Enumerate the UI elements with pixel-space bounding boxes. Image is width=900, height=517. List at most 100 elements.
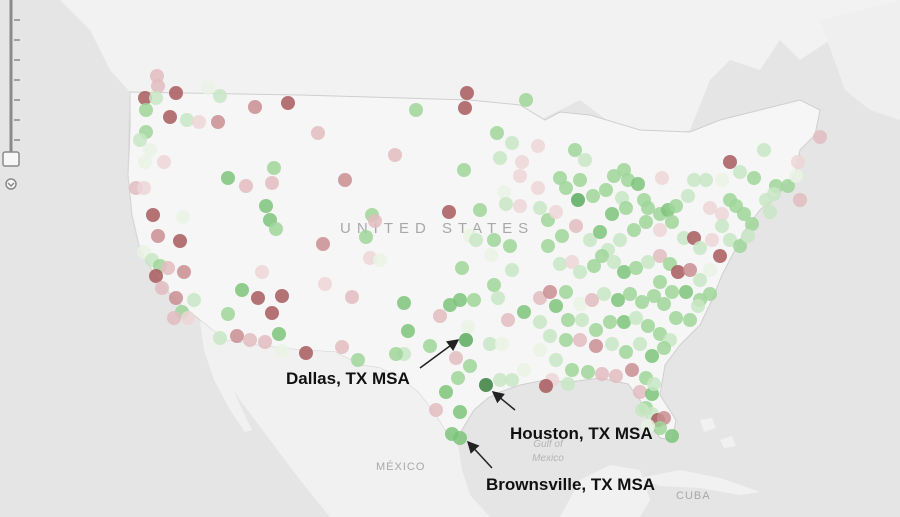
msa-dot[interactable] [589,323,603,337]
msa-dot[interactable] [463,359,477,373]
msa-dot[interactable] [633,385,647,399]
msa-dot[interactable] [397,296,411,310]
msa-dot[interactable] [173,234,187,248]
msa-dot[interactable] [493,373,507,387]
msa-dot[interactable] [483,337,497,351]
msa-dot[interactable] [487,233,501,247]
msa-dot[interactable] [149,91,163,105]
msa-dot[interactable] [647,377,661,391]
msa-dot[interactable] [543,285,557,299]
msa-dot[interactable] [473,203,487,217]
msa-dot[interactable] [138,155,152,169]
msa-dot[interactable] [495,337,509,351]
msa-dot[interactable] [631,177,645,191]
msa-dot[interactable] [543,329,557,343]
msa-dot[interactable] [505,263,519,277]
msa-dot[interactable] [513,199,527,213]
msa-dot[interactable] [505,136,519,150]
msa-dot[interactable] [561,313,575,327]
msa-dot[interactable] [513,169,527,183]
msa-dot[interactable] [151,229,165,243]
msa-dot[interactable] [611,293,625,307]
msa-dot[interactable] [665,429,679,443]
msa-dot[interactable] [151,79,165,93]
msa-dot[interactable] [767,187,781,201]
msa-dot[interactable] [693,241,707,255]
msa-dot[interactable] [703,287,717,301]
msa-dot[interactable] [318,277,332,291]
msa-dot[interactable] [613,233,627,247]
msa-dot[interactable] [235,283,249,297]
msa-dot[interactable] [669,199,683,213]
msa-dot[interactable] [169,86,183,100]
msa-dot[interactable] [533,315,547,329]
msa-dot[interactable] [221,307,235,321]
msa-dot[interactable] [499,197,513,211]
msa-dot[interactable] [239,179,253,193]
msa-dot[interactable] [531,181,545,195]
msa-dot[interactable] [561,377,575,391]
msa-dot[interactable] [595,367,609,381]
msa-dot[interactable] [629,311,643,325]
msa-dot[interactable] [442,205,456,219]
msa-dot[interactable] [517,363,531,377]
msa-dot[interactable] [693,273,707,287]
msa-dot[interactable] [137,181,151,195]
msa-dot[interactable] [461,320,475,334]
msa-dot[interactable] [373,253,387,267]
msa-dot[interactable] [605,337,619,351]
msa-dot[interactable] [549,205,563,219]
msa-dot[interactable] [251,291,265,305]
msa-dot[interactable] [617,265,631,279]
msa-dot[interactable] [641,201,655,215]
msa-dot[interactable] [573,297,587,311]
msa-dot[interactable] [593,225,607,239]
msa-dot[interactable] [211,115,225,129]
msa-dot[interactable] [549,299,563,313]
msa-dot[interactable] [653,249,667,263]
msa-dot[interactable] [539,379,553,393]
msa-dot[interactable] [757,143,771,157]
msa-dot[interactable] [443,298,457,312]
msa-dot[interactable] [559,285,573,299]
msa-dot[interactable] [259,199,273,213]
msa-dot[interactable] [429,403,443,417]
msa-dot[interactable] [269,222,283,236]
msa-dot[interactable] [389,347,403,361]
msa-dot[interactable] [491,291,505,305]
msa-dot[interactable] [230,329,244,343]
msa-dot[interactable] [639,215,653,229]
msa-dot[interactable] [585,293,599,307]
msa-dot[interactable] [581,365,595,379]
zoom-out-icon[interactable] [5,178,17,190]
msa-dot[interactable] [619,345,633,359]
msa-dot[interactable] [138,91,152,105]
msa-dot[interactable] [705,233,719,247]
msa-dot[interactable] [493,151,507,165]
msa-dot[interactable] [258,335,272,349]
msa-dot[interactable] [793,193,807,207]
msa-dot[interactable] [633,337,647,351]
msa-dot[interactable] [338,173,352,187]
msa-dot[interactable] [139,103,153,117]
msa-dot[interactable] [683,263,697,277]
msa-dot[interactable] [653,275,667,289]
msa-dot[interactable] [423,339,437,353]
msa-dot[interactable] [243,333,257,347]
msa-dot[interactable] [723,155,737,169]
msa-dot[interactable] [459,333,473,347]
msa-dot[interactable] [490,126,504,140]
msa-dot[interactable] [517,305,531,319]
msa-dot[interactable] [275,289,289,303]
msa-dot[interactable] [458,101,472,115]
msa-dot[interactable] [653,223,667,237]
msa-dot[interactable] [146,208,160,222]
msa-dot[interactable] [573,173,587,187]
msa-dot[interactable] [655,171,669,185]
msa-dot[interactable] [635,403,649,417]
msa-dot[interactable] [479,378,493,392]
msa-dot[interactable] [213,89,227,103]
msa-dot[interactable] [133,133,147,147]
msa-dot[interactable] [221,171,235,185]
